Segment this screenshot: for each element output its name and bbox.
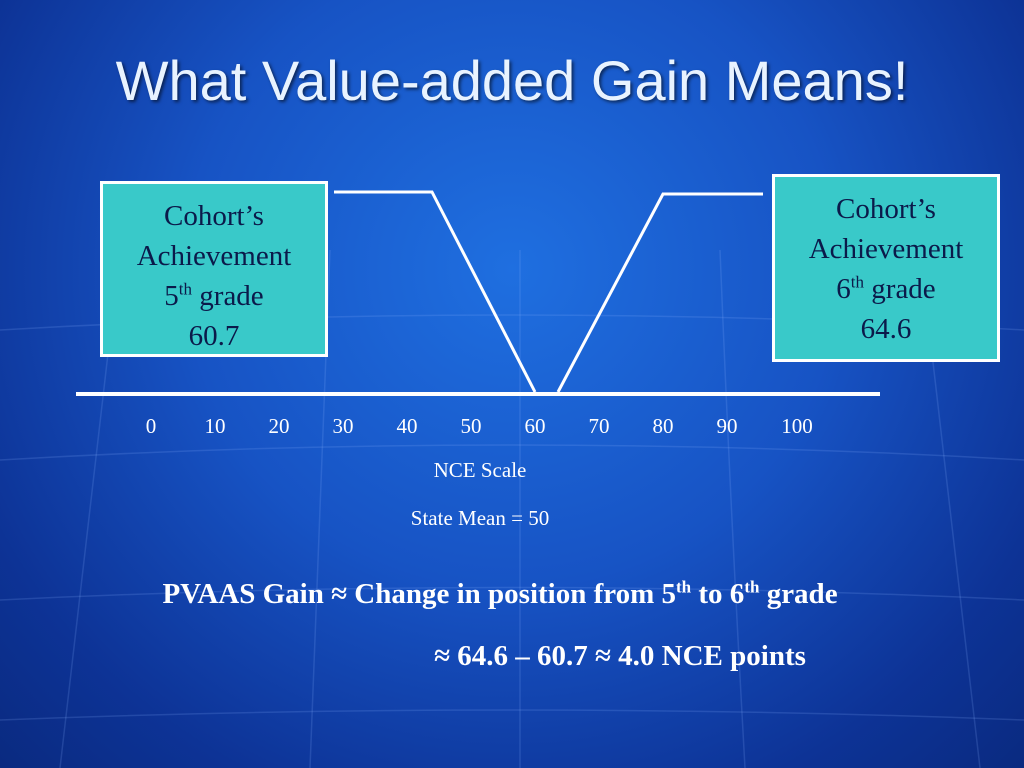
tick-label: 70 [588,414,610,438]
box-line: Achievement [136,240,292,272]
box-grade-line: 5th grade [103,276,325,316]
scale-label: NCE Scale [433,458,527,482]
box-line: Achievement [808,233,964,265]
box-line: Cohort’s [164,200,264,232]
box-grade-line: 6th grade [775,269,997,309]
box-value: 64.6 [860,313,912,345]
gain-formula-line2: ≈ 64.6 – 60.7 ≈ 4.0 NCE points [434,640,806,672]
grade-ordinal: th [178,279,193,299]
cohort-6th-connector [556,192,763,393]
grade-ordinal: th [850,272,865,292]
state-mean-label: State Mean = 50 [410,506,550,530]
grade-word: grade [199,280,264,312]
page-title: What Value-added Gain Means! [115,49,909,112]
gain-formula-line1: PVAAS Gain ≈ Change in position from 5th… [0,578,1000,611]
formula-sup: th [744,577,760,597]
tick-label: 50 [460,414,482,438]
grade-word: grade [871,273,936,305]
formula-sup: th [676,577,692,597]
formula-text: grade [759,578,838,610]
box-line: Cohort’s [836,193,936,225]
tick-label: 20 [268,414,290,438]
tick-label: 60 [524,414,546,438]
formula-text: PVAAS Gain ≈ Change in position from 5 [162,578,677,610]
tick-label: 80 [652,414,674,438]
cohort-6th-grade-box: Cohort’s Achievement 6th grade 64.6 [772,174,1000,362]
tick-label: 40 [396,414,418,438]
cohort-5th-grade-box: Cohort’s Achievement 5th grade 60.7 [100,181,328,357]
cohort-5th-connector [334,190,537,393]
tick-label: 0 [145,414,157,438]
tick-label: 90 [716,414,738,438]
tick-label: 30 [332,414,354,438]
grade-number: 5 [164,280,179,312]
box-value: 60.7 [188,320,240,352]
tick-label: 10 [204,414,226,438]
grade-number: 6 [836,273,851,305]
tick-label: 100 [781,414,813,438]
formula-text: to 6 [691,578,745,610]
